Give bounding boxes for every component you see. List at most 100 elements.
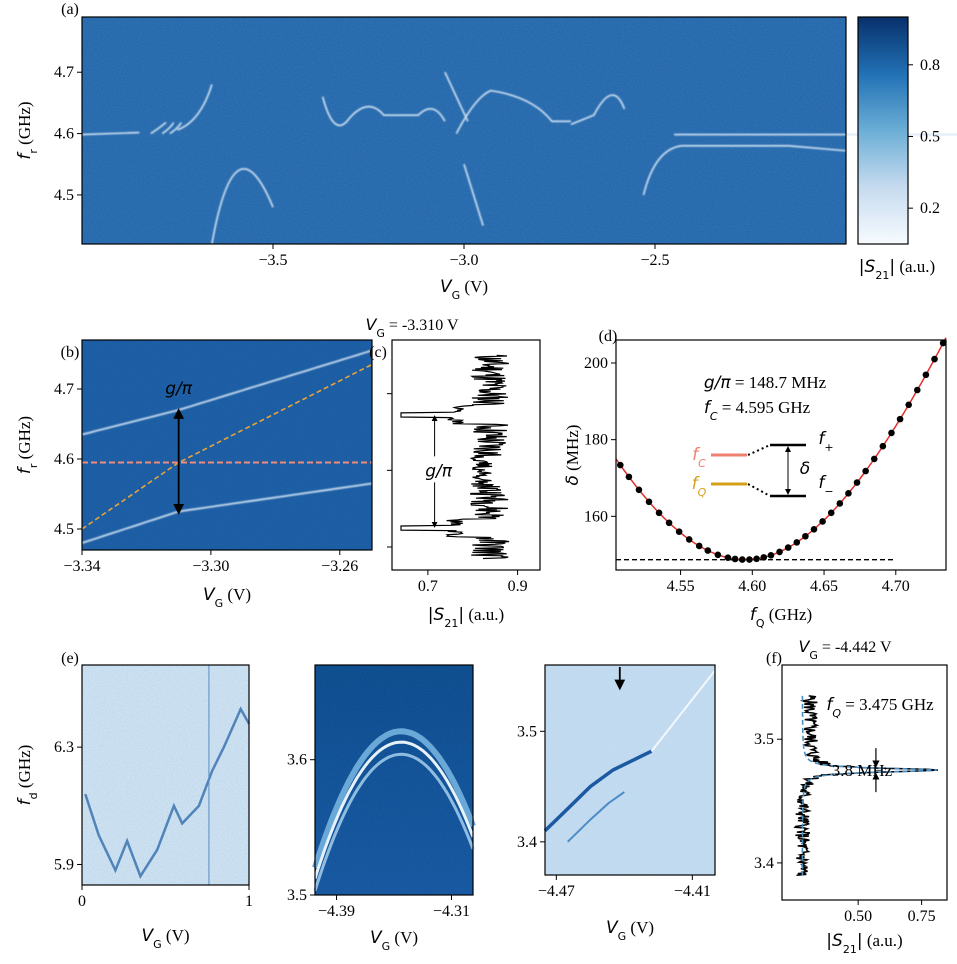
axes-f: 0.50 0.75 3.4 3.5 (754, 664, 948, 925)
y-tick-label: 200 (584, 355, 608, 372)
axes-a: −3.5 −3.0 −2.5 4.5 4.6 4.7 (54, 16, 847, 269)
axes-d: 4.55 4.60 4.65 4.70 160 180 200 (584, 339, 947, 595)
data-point (714, 551, 722, 559)
data-point (862, 467, 869, 475)
x-tick-label: −4.39 (318, 903, 355, 920)
data-point (685, 536, 693, 543)
panel-label: (c) (369, 344, 387, 361)
data-point (635, 486, 643, 494)
heatmap-a-features (81, 71, 957, 245)
data-point (617, 461, 624, 469)
panel-label: (d) (599, 328, 618, 345)
x-tick-label: 4.70 (882, 578, 910, 595)
x-tick-label: 0.75 (908, 908, 936, 925)
title-f: VG = -4.442 V (798, 637, 892, 662)
spectral-line (84, 706, 251, 879)
x-tick-label: −3.34 (63, 558, 100, 575)
data-point (819, 518, 826, 525)
spectral-arc (312, 728, 476, 869)
panel-label: (f) (766, 650, 782, 667)
y-tick-label: 4.6 (54, 451, 74, 468)
xlabel-d: fQ (GHz) (750, 605, 812, 630)
xlabel-e3: VG (V) (606, 918, 654, 943)
annotation-g: g/π (425, 461, 453, 481)
axes-frame (314, 664, 474, 896)
y-tick-label: 3.4 (517, 834, 537, 851)
axes-e2: −4.39 −4.31 3.5 3.6 (287, 664, 474, 920)
y-tick-label: 180 (584, 432, 608, 449)
x-tick-label: 1 (245, 893, 253, 910)
data-point (922, 371, 930, 379)
data-point (625, 473, 633, 481)
axes-frame (81, 664, 250, 886)
x-tick-label: −4.47 (538, 883, 575, 900)
panel-c-bg (392, 340, 540, 570)
annotation-width: 3.8 MHz (832, 761, 893, 780)
panel-label: (b) (61, 344, 80, 361)
axes-frame (391, 339, 541, 571)
x-tick-label: 0.7 (418, 578, 438, 595)
crossing-branch (444, 71, 469, 122)
y-tick-label: 3.6 (287, 752, 307, 769)
s21-trace (400, 354, 510, 560)
annotation-fq: fQ = 3.475 GHz (826, 695, 934, 720)
label-fminus: f− (818, 473, 833, 498)
annotation-g: g/π = 148.7 MHz (704, 373, 827, 393)
crossing-branch (150, 121, 167, 135)
upper-branch (570, 94, 626, 126)
spectral-line (543, 749, 653, 833)
colorbar-tick-label: 0.2 (920, 200, 940, 217)
axes-c: 0.7 0.9 (391, 339, 541, 595)
upper-branch (81, 349, 373, 436)
crossing-branch (169, 122, 182, 135)
axes-e1: 0 1 5.9 6.3 (54, 664, 253, 910)
data-point (802, 532, 809, 540)
x-tick-label: 4.60 (738, 578, 766, 595)
data-point (870, 455, 878, 463)
y-tick-label: 3.5 (517, 723, 537, 740)
data-point (767, 551, 775, 559)
arc-lower (211, 168, 274, 245)
x-tick-label: −4.31 (433, 903, 470, 920)
y-tick-label: 6.3 (54, 739, 74, 756)
upper-branch (455, 89, 571, 134)
colorbar-tick-label: 0.8 (920, 57, 940, 74)
data-point (853, 479, 861, 486)
xlabel-c: |S21| (a.u.) (428, 605, 504, 630)
resonator-line (81, 131, 140, 136)
annotation-fc: fC = 4.595 GHz (704, 398, 811, 423)
xlabel-b: VG (V) (203, 585, 251, 610)
ylabel-e1: fd (GHz) (15, 745, 40, 806)
y-tick-label: 3.5 (754, 731, 774, 748)
data-point (760, 554, 768, 561)
spectral-arc (313, 740, 475, 879)
xlabel-e1: VG (V) (141, 926, 189, 951)
crossing-branch (177, 84, 213, 131)
data-point (675, 528, 683, 535)
y-tick-label: 4.7 (54, 64, 74, 81)
label-fq: fQ (692, 474, 707, 499)
y-tick-label: 4.5 (54, 521, 74, 538)
y-tick-label: 4.5 (54, 187, 74, 204)
upper-branch (321, 96, 446, 127)
x-tick-label: −4.41 (674, 883, 711, 900)
y-tick-label: 5.9 (54, 856, 74, 873)
panel-label: (e) (61, 650, 79, 667)
qubit-dashed-line (81, 363, 373, 530)
x-tick-label: −2.5 (640, 252, 669, 269)
x-tick-label: −3.0 (449, 252, 478, 269)
data-point (836, 500, 844, 507)
heatmap-e3-noise (545, 665, 715, 875)
data-point (827, 509, 835, 517)
panel-label: (a) (61, 1, 79, 18)
data-point (645, 498, 653, 506)
annotation-g: g/π (165, 379, 193, 399)
data-point (879, 442, 887, 450)
data-point (655, 509, 663, 517)
axes-e3: −4.47 −4.41 3.4 3.5 (517, 664, 716, 900)
data-point (731, 555, 739, 563)
xlabel-a: VG (V) (440, 277, 488, 302)
data-point (704, 547, 712, 554)
crossing-branch (161, 122, 175, 135)
